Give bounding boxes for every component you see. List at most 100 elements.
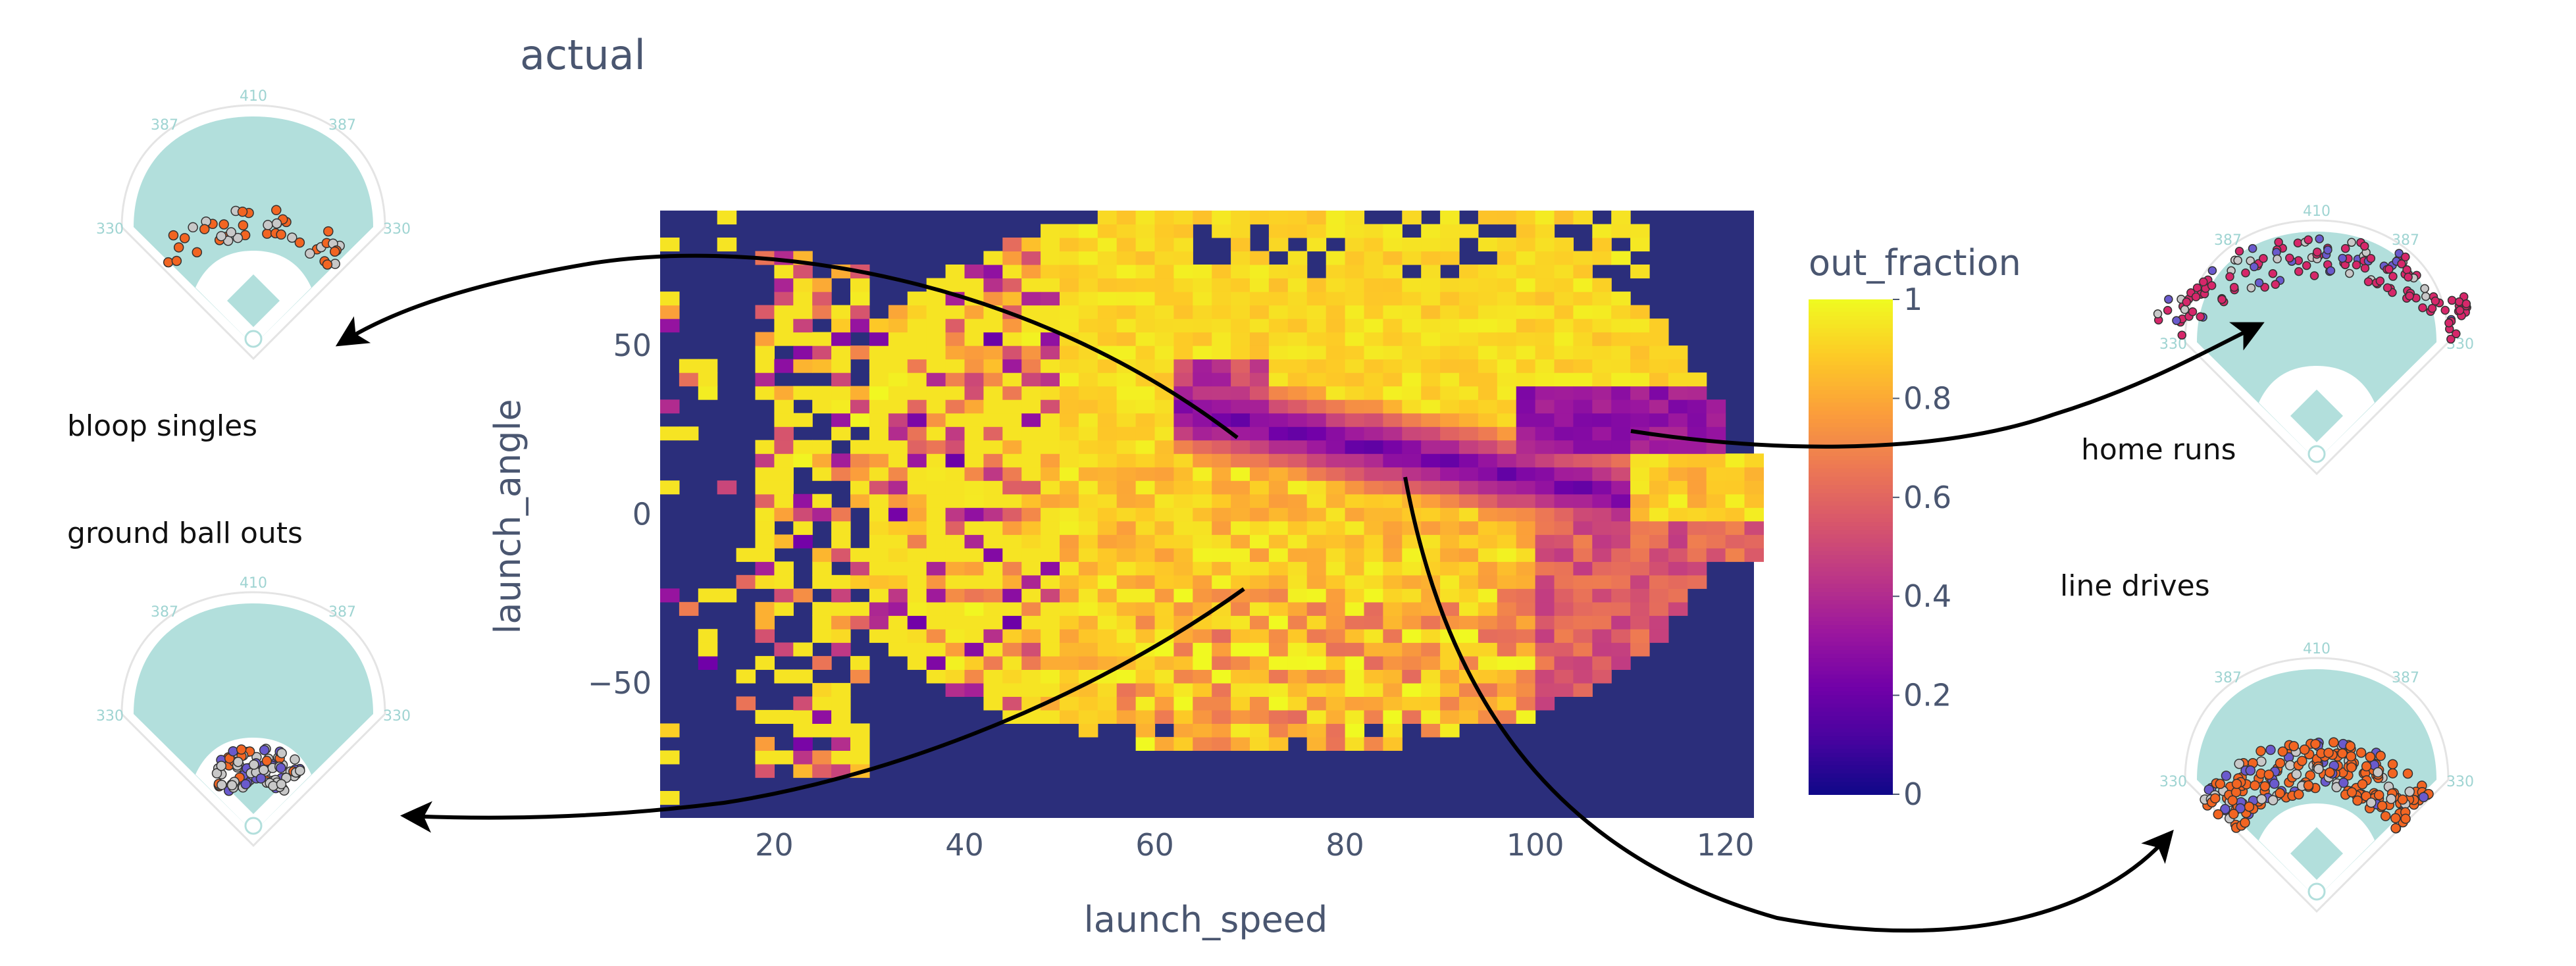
heatmap-cell	[1383, 251, 1403, 265]
heatmap-cell	[1021, 601, 1041, 616]
heatmap-cell	[1231, 386, 1250, 400]
heatmap-cell	[1135, 399, 1156, 414]
heatmap-cell	[1497, 372, 1517, 387]
heatmap-cell	[1478, 642, 1498, 657]
colorbar-segment	[1809, 773, 1893, 778]
heatmap-cell	[983, 534, 1003, 549]
batted-ball-dot	[2323, 245, 2332, 255]
heatmap-cell	[964, 628, 984, 643]
heatmap-cell	[1002, 372, 1022, 387]
heatmap-cell	[926, 547, 946, 562]
heatmap-cell	[1154, 265, 1174, 279]
heatmap-cell	[1497, 696, 1517, 711]
heatmap-cell	[1060, 453, 1079, 468]
heatmap-cell	[1421, 655, 1441, 670]
heatmap-cell	[1193, 345, 1212, 360]
heatmap-cell	[1573, 561, 1593, 576]
heatmap-cell	[1231, 494, 1250, 508]
batted-ball-dot	[2431, 296, 2440, 306]
heatmap-cell	[1402, 655, 1422, 670]
heatmap-cell	[1459, 615, 1479, 630]
heatmap-cell	[1060, 413, 1079, 427]
heatmap-cell	[1287, 655, 1308, 670]
heatmap-cell	[1402, 426, 1422, 441]
heatmap-cell	[1706, 413, 1726, 427]
heatmap-cell	[1326, 318, 1346, 333]
heatmap-cell	[1573, 628, 1593, 643]
heatmap-cell	[812, 494, 832, 508]
heatmap-cell	[888, 601, 908, 616]
chart-title: actual	[520, 31, 646, 79]
heatmap-cell	[1383, 655, 1403, 670]
colorbar-segment	[1809, 423, 1893, 428]
heatmap-cell	[945, 386, 966, 400]
heatmap-cell	[1231, 736, 1250, 751]
heatmap-cell	[1649, 494, 1669, 508]
heatmap-cell	[1459, 682, 1479, 697]
heatmap-cell	[1287, 359, 1308, 373]
heatmap-cell	[1078, 413, 1098, 427]
heatmap-cell	[831, 318, 851, 333]
colorbar-segment	[1809, 538, 1893, 544]
batted-ball-dot	[2346, 762, 2357, 773]
heatmap-cell	[1212, 736, 1231, 751]
heatmap-cell	[1097, 440, 1118, 454]
heatmap-cell	[1287, 453, 1308, 468]
batted-ball-dot	[276, 229, 286, 240]
heatmap-cell	[1516, 655, 1536, 670]
heatmap-cell	[1364, 345, 1383, 360]
heatmap-cell	[1231, 655, 1250, 670]
heatmap-cell	[1306, 547, 1327, 562]
heatmap-cell	[1402, 682, 1422, 697]
heatmap-cell	[660, 791, 680, 805]
heatmap-cell	[1021, 547, 1041, 562]
colorbar-segment	[1809, 580, 1893, 585]
heatmap-cell	[945, 628, 966, 643]
batted-ball-dot	[228, 746, 238, 757]
heatmap-cell	[1478, 372, 1498, 387]
heatmap-cell	[1668, 372, 1688, 387]
heatmap-cell	[1592, 359, 1612, 373]
heatmap-cell	[983, 292, 1003, 306]
heatmap-cell	[1193, 709, 1212, 724]
heatmap-cell	[926, 386, 946, 400]
heatmap-cell	[1135, 521, 1156, 535]
heatmap-cell	[1116, 628, 1137, 643]
heatmap-cell	[850, 750, 870, 765]
heatmap-cell	[793, 278, 813, 292]
heatmap-cell	[1097, 655, 1118, 670]
heatmap-cell	[1440, 251, 1460, 265]
heatmap-cell	[831, 345, 851, 360]
heatmap-cell	[1478, 615, 1498, 630]
heatmap-cell	[1535, 292, 1555, 306]
colorbar-segment	[1809, 501, 1893, 507]
heatmap-cell	[1345, 723, 1365, 738]
batted-ball-dot	[192, 247, 203, 258]
heatmap-cell	[1649, 588, 1669, 603]
heatmap-cell	[1060, 655, 1079, 670]
heatmap-cell	[1440, 399, 1460, 414]
heatmap-cell	[1573, 615, 1593, 630]
heatmap-cell	[1478, 426, 1498, 441]
heatmap-cell	[1402, 278, 1422, 292]
heatmap-cell	[1364, 655, 1383, 670]
heatmap-cell	[1478, 601, 1498, 616]
batted-ball-dot	[2380, 811, 2391, 821]
heatmap-cell	[964, 426, 984, 441]
heatmap-cell	[1135, 292, 1156, 306]
batted-ball-dot	[2213, 809, 2224, 820]
batted-ball-dot	[258, 765, 269, 775]
heatmap-cell	[1497, 655, 1517, 670]
heatmap-cell	[1250, 547, 1270, 562]
heatmap-cell	[1097, 292, 1118, 306]
colorbar-segment	[1809, 328, 1893, 334]
batted-ball-dot	[2421, 292, 2431, 301]
batted-ball-dot	[2302, 261, 2311, 270]
heatmap-cell	[926, 345, 946, 360]
heatmap-cell	[964, 265, 984, 279]
heatmap-cell	[1021, 480, 1041, 495]
heatmap-cell	[1231, 265, 1250, 279]
colorbar-segment	[1809, 588, 1893, 593]
heatmap-cell	[1287, 224, 1308, 238]
batted-ball-dot	[2400, 813, 2411, 824]
